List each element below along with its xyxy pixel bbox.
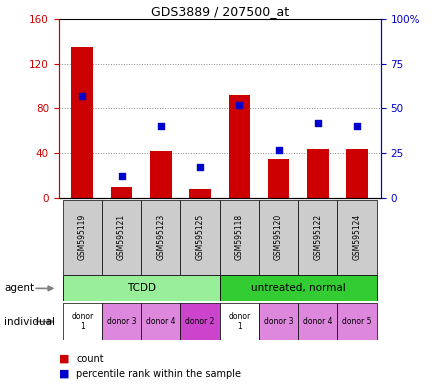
Title: GDS3889 / 207500_at: GDS3889 / 207500_at — [150, 5, 288, 18]
Bar — [111, 187, 132, 198]
Bar — [62, 303, 102, 340]
Text: donor 3: donor 3 — [263, 317, 293, 326]
Text: donor
1: donor 1 — [71, 312, 93, 331]
Text: donor 4: donor 4 — [146, 317, 175, 326]
Bar — [258, 303, 297, 340]
Text: GSM595124: GSM595124 — [352, 214, 361, 260]
Point — [157, 123, 164, 129]
Text: count: count — [76, 354, 104, 364]
Bar — [180, 303, 219, 340]
Point — [235, 102, 242, 108]
Text: ■: ■ — [59, 369, 69, 379]
Bar — [297, 200, 337, 275]
Bar — [180, 200, 219, 275]
Text: donor 2: donor 2 — [185, 317, 214, 326]
Point — [79, 93, 85, 99]
Point — [118, 173, 125, 179]
Bar — [337, 303, 376, 340]
Text: GSM595119: GSM595119 — [78, 214, 86, 260]
Bar — [306, 149, 328, 198]
Bar — [345, 149, 367, 198]
Bar — [62, 200, 102, 275]
Bar — [267, 159, 289, 198]
Bar — [102, 200, 141, 275]
Bar — [219, 275, 376, 301]
Text: agent: agent — [4, 283, 34, 293]
Bar — [150, 151, 171, 198]
Text: TCDD: TCDD — [126, 283, 155, 293]
Text: donor 3: donor 3 — [106, 317, 136, 326]
Text: GSM595121: GSM595121 — [117, 214, 126, 260]
Point — [196, 164, 203, 170]
Text: individual: individual — [4, 316, 55, 327]
Text: donor 5: donor 5 — [342, 317, 371, 326]
Text: GSM595122: GSM595122 — [312, 214, 322, 260]
Point — [353, 123, 360, 129]
Bar — [219, 200, 258, 275]
Bar — [258, 200, 297, 275]
Bar — [62, 275, 219, 301]
Point — [314, 120, 321, 126]
Text: percentile rank within the sample: percentile rank within the sample — [76, 369, 240, 379]
Text: GSM595120: GSM595120 — [273, 214, 283, 260]
Text: GSM595123: GSM595123 — [156, 214, 165, 260]
Text: GSM595125: GSM595125 — [195, 214, 204, 260]
Bar — [228, 95, 250, 198]
Bar — [71, 47, 93, 198]
Bar — [141, 200, 180, 275]
Bar — [297, 303, 337, 340]
Point — [274, 146, 281, 152]
Bar — [337, 200, 376, 275]
Bar — [141, 303, 180, 340]
Bar — [219, 303, 258, 340]
Text: donor 4: donor 4 — [302, 317, 332, 326]
Text: donor
1: donor 1 — [228, 312, 250, 331]
Bar — [189, 189, 210, 198]
Bar — [102, 303, 141, 340]
Text: untreated, normal: untreated, normal — [250, 283, 345, 293]
Text: ■: ■ — [59, 354, 69, 364]
Text: GSM595118: GSM595118 — [234, 214, 243, 260]
